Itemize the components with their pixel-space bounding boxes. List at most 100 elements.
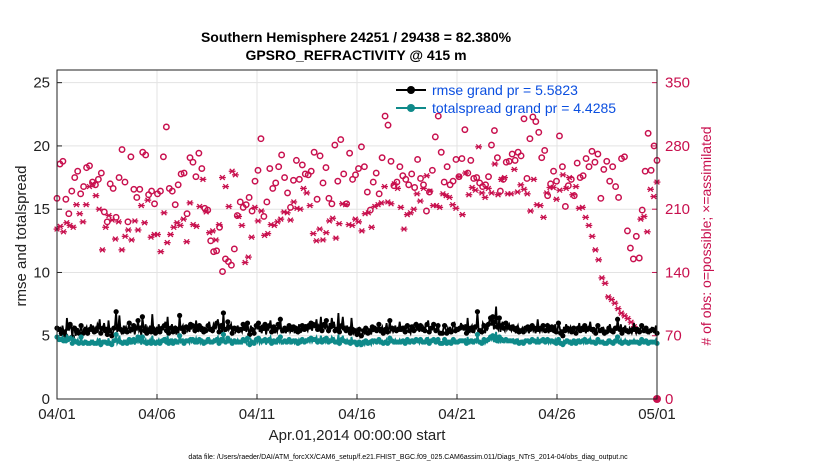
rmse-point bbox=[485, 321, 491, 327]
obs-assimilated-point bbox=[358, 228, 366, 234]
obs-assimilated-point bbox=[329, 215, 337, 222]
obs-possible-point bbox=[115, 174, 123, 182]
obs-assimilated-stroke bbox=[112, 236, 119, 242]
spread-point bbox=[174, 339, 181, 345]
obs-assimilated-stroke bbox=[284, 209, 291, 216]
obs-possible-point bbox=[523, 175, 531, 182]
obs-assimilated-point bbox=[556, 187, 564, 194]
y-tick-label: 20 bbox=[33, 138, 50, 155]
obs-possible-point bbox=[148, 187, 156, 195]
obs-assimilated-stroke bbox=[63, 219, 70, 226]
obs-assimilated-stroke bbox=[174, 219, 180, 226]
rmse-point bbox=[323, 317, 329, 324]
obs-assimilated-point bbox=[241, 259, 249, 266]
obs-possible-point bbox=[414, 156, 422, 163]
obs-assimilated-stroke bbox=[563, 185, 570, 192]
obs-assimilated-stroke bbox=[57, 223, 64, 230]
rmse-point bbox=[590, 326, 597, 333]
obs-possible-point bbox=[62, 195, 70, 203]
y-tick-label: 10 bbox=[33, 264, 50, 281]
rmse-point bbox=[573, 330, 579, 336]
obs-assimilated-stroke bbox=[96, 206, 103, 213]
obs-possible-point bbox=[213, 247, 221, 255]
rmse-point bbox=[527, 326, 533, 333]
obs-assimilated-stroke bbox=[154, 231, 161, 238]
obs-assimilated-point bbox=[199, 176, 207, 183]
rmse-point bbox=[503, 320, 509, 326]
spread-point bbox=[402, 340, 408, 346]
obs-assimilated-stroke bbox=[462, 170, 469, 176]
obs-possible-point bbox=[263, 198, 271, 206]
obs-assimilated-stroke bbox=[436, 204, 443, 211]
grid bbox=[56, 70, 658, 400]
rmse-point bbox=[612, 325, 618, 331]
obs-assimilated-stroke bbox=[540, 214, 547, 221]
obs-assimilated-point bbox=[309, 230, 317, 237]
spread-point bbox=[216, 340, 222, 346]
obs-assimilated-stroke bbox=[242, 259, 248, 266]
obs-possible-point bbox=[482, 181, 490, 189]
obs-possible-point bbox=[68, 187, 76, 195]
obs-assimilated-stroke bbox=[414, 190, 420, 197]
obs-assimilated-point bbox=[423, 172, 431, 179]
spread-point bbox=[479, 340, 485, 346]
obs-assimilated-stroke bbox=[359, 228, 365, 234]
rmse-point bbox=[367, 328, 373, 334]
spread-point bbox=[614, 334, 621, 340]
obs-assimilated-stroke bbox=[410, 206, 417, 213]
obs-possible-point bbox=[588, 147, 596, 155]
obs-possible-point bbox=[118, 146, 126, 153]
x-tick-label: 04/16 bbox=[338, 406, 376, 423]
obs-assimilated-point bbox=[89, 181, 97, 187]
obs-possible-point bbox=[71, 174, 79, 182]
y-right-tick-label: 0 bbox=[665, 391, 673, 408]
obs-possible-point bbox=[609, 163, 617, 171]
y-tick-label: 15 bbox=[33, 201, 50, 218]
rmse-point bbox=[501, 325, 507, 331]
obs-assimilated-point bbox=[238, 222, 246, 229]
obs-possible-point bbox=[606, 177, 614, 185]
obs-assimilated-point bbox=[426, 188, 434, 194]
obs-assimilated-point bbox=[202, 209, 210, 215]
obs-possible-point bbox=[635, 254, 643, 262]
obs-assimilated-stroke bbox=[170, 224, 177, 231]
rmse-point bbox=[106, 328, 113, 334]
obs-assimilated-stroke bbox=[605, 294, 612, 300]
obs-possible-point bbox=[319, 179, 327, 187]
obs-assimilated-point bbox=[257, 208, 265, 214]
obs-assimilated-point bbox=[102, 224, 110, 231]
obs-assimilated-stroke bbox=[200, 176, 206, 183]
obs-assimilated-stroke bbox=[251, 204, 258, 211]
obs-assimilated-point bbox=[128, 237, 135, 243]
obs-possible-point bbox=[437, 148, 445, 156]
spread-point bbox=[323, 335, 329, 341]
spread-point bbox=[137, 338, 143, 344]
spread-point bbox=[223, 339, 229, 345]
obs-possible-point bbox=[275, 163, 283, 171]
obs-assimilated-stroke bbox=[183, 238, 190, 245]
rmse-point bbox=[435, 323, 441, 329]
obs-assimilated-stroke bbox=[453, 205, 459, 212]
obs-assimilated-point bbox=[115, 219, 123, 225]
obs-assimilated-point bbox=[368, 224, 375, 231]
obs-assimilated-stroke bbox=[427, 188, 433, 194]
obs-assimilated-point bbox=[244, 254, 252, 260]
obs-possible-point bbox=[251, 177, 259, 185]
rmse-point bbox=[255, 320, 262, 326]
spread-point bbox=[593, 340, 599, 346]
rmse-point bbox=[358, 333, 364, 339]
obs-assimilated-stroke bbox=[381, 183, 388, 190]
rmse-point bbox=[494, 324, 500, 330]
rmse-point bbox=[472, 324, 478, 330]
rmse-point bbox=[190, 323, 196, 329]
obs-assimilated-stroke bbox=[524, 190, 531, 197]
obs-assimilated-point bbox=[462, 170, 470, 176]
obs-possible-point bbox=[517, 152, 525, 160]
rmse-point bbox=[71, 325, 78, 331]
obs-assimilated-point bbox=[92, 192, 100, 199]
obs-possible-point bbox=[582, 155, 590, 163]
obs-possible-point bbox=[567, 175, 575, 183]
y-tick-label: 25 bbox=[33, 75, 50, 92]
obs-possible-point bbox=[133, 193, 141, 201]
obs-assimilated-point bbox=[527, 208, 534, 214]
